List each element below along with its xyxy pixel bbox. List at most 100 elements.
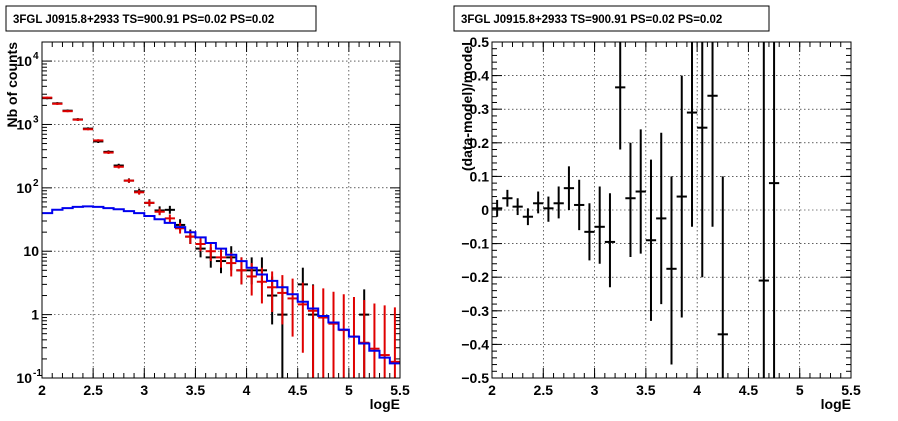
x-tick-label: 2.5: [83, 382, 103, 398]
data-point: [768, 42, 780, 378]
y-tick-label: −0.2: [461, 269, 489, 285]
data-point: [103, 151, 114, 154]
data-point: [492, 199, 503, 217]
y-tick-label: 0.1: [470, 168, 490, 184]
x-tick-label: 4.5: [739, 382, 759, 398]
x-tick-label: 3: [591, 382, 599, 398]
x-tick-label: 4.5: [288, 382, 308, 398]
data-point: [563, 166, 575, 210]
data-point: [144, 200, 155, 206]
data-point: [359, 300, 370, 378]
y-tick-label: −0.3: [461, 303, 489, 319]
data-point: [594, 186, 605, 264]
x-axis-label: logE: [821, 396, 851, 412]
x-axis-label: logE: [370, 396, 400, 412]
title-box: [5, 5, 317, 32]
data-point: [256, 267, 268, 304]
y-tick-label: 0.2: [470, 135, 490, 151]
x-tick-label: 2: [488, 382, 496, 398]
x-tick-label: 3.5: [636, 382, 656, 398]
y-tick-label: 0.3: [470, 101, 490, 117]
y-tick-label: 10: [23, 243, 39, 259]
data-point: [338, 294, 349, 378]
y-tick-label: 0.5: [470, 34, 490, 50]
data-point: [604, 193, 616, 288]
data-point: [93, 139, 104, 142]
data-point: [154, 208, 165, 216]
data-point: [164, 214, 175, 223]
x-tick-label: 5.5: [390, 382, 410, 398]
y-tick-label: 0: [481, 202, 489, 218]
data-point: [666, 176, 677, 365]
data-point: [574, 179, 585, 231]
y-tick-label: 10: [16, 53, 32, 69]
data-point: [113, 165, 124, 169]
data-point: [318, 288, 329, 378]
data-point: [645, 159, 657, 321]
data-point: [215, 248, 227, 268]
y-tick-label: −0.5: [461, 370, 489, 386]
y-tick-label: 10: [16, 180, 32, 196]
data-point: [267, 271, 278, 312]
data-point: [42, 96, 53, 99]
y-axis-label: Nb of counts: [4, 42, 20, 128]
y-tick-label: 1: [31, 307, 39, 323]
x-tick-label: 4: [693, 382, 701, 398]
model-step-line: [42, 205, 400, 365]
x-tick-label: 5: [345, 382, 353, 398]
y-tick-exponent: 2: [33, 178, 39, 189]
x-tick-label: 3.5: [186, 382, 206, 398]
data-point: [717, 176, 728, 378]
data-point: [164, 205, 175, 214]
data-point: [195, 236, 206, 252]
y-tick-exponent: -1: [33, 368, 42, 379]
y-tick-label: 10: [16, 116, 32, 132]
data-point: [635, 129, 646, 254]
series-1: [492, 42, 780, 378]
data-point: [512, 198, 523, 216]
y-tick-exponent: 3: [33, 114, 39, 125]
data-point: [625, 142, 636, 258]
data-point: [707, 42, 718, 227]
plot-frame: [41, 41, 401, 379]
data-point: [134, 190, 145, 195]
data-point: [758, 42, 769, 378]
y-tick-label: 0.4: [470, 68, 490, 84]
series-2: [42, 96, 400, 378]
data-point: [205, 242, 216, 262]
x-tick-label: 2.5: [534, 382, 554, 398]
x-tick-label: 3: [140, 382, 148, 398]
chart-title: 3FGL J0915.8+2933 TS=900.91 PS=0.02 PS=0…: [13, 14, 274, 26]
y-tick-label: −0.4: [461, 336, 489, 352]
data-point: [328, 291, 339, 378]
y-axis-label: (data-model)/model: [459, 42, 475, 171]
y-tick-label: 10: [16, 370, 32, 386]
data-point: [676, 75, 687, 318]
data-point: [287, 278, 298, 337]
data-point: [584, 203, 595, 261]
y-tick-label: −0.1: [461, 236, 489, 252]
data-point: [72, 118, 83, 121]
x-tick-label: 5.5: [841, 382, 861, 398]
data-point: [307, 285, 319, 378]
data-point: [174, 222, 186, 234]
chart-panel-1: 3FGL J0915.8+2933 TS=900.91 PS=0.02 PS=0…: [4, 5, 410, 412]
data-point: [62, 110, 73, 113]
data-point: [533, 191, 544, 214]
chart-panel-2: 3FGL J0915.8+2933 TS=900.91 PS=0.02 PS=0…: [453, 5, 861, 412]
data-point: [123, 178, 135, 183]
data-point: [82, 128, 94, 131]
title-box: [453, 5, 770, 32]
data-point: [389, 307, 400, 378]
x-tick-label: 2: [38, 382, 46, 398]
data-point: [369, 303, 380, 378]
data-point: [502, 189, 513, 207]
data-point: [543, 196, 554, 222]
chart-title: 3FGL J0915.8+2933 TS=900.91 PS=0.02 PS=0…: [461, 14, 722, 26]
x-tick-label: 4: [243, 382, 251, 398]
data-point: [615, 42, 626, 150]
data-point: [656, 132, 667, 305]
series-3: [42, 205, 400, 365]
data-point: [52, 102, 63, 105]
